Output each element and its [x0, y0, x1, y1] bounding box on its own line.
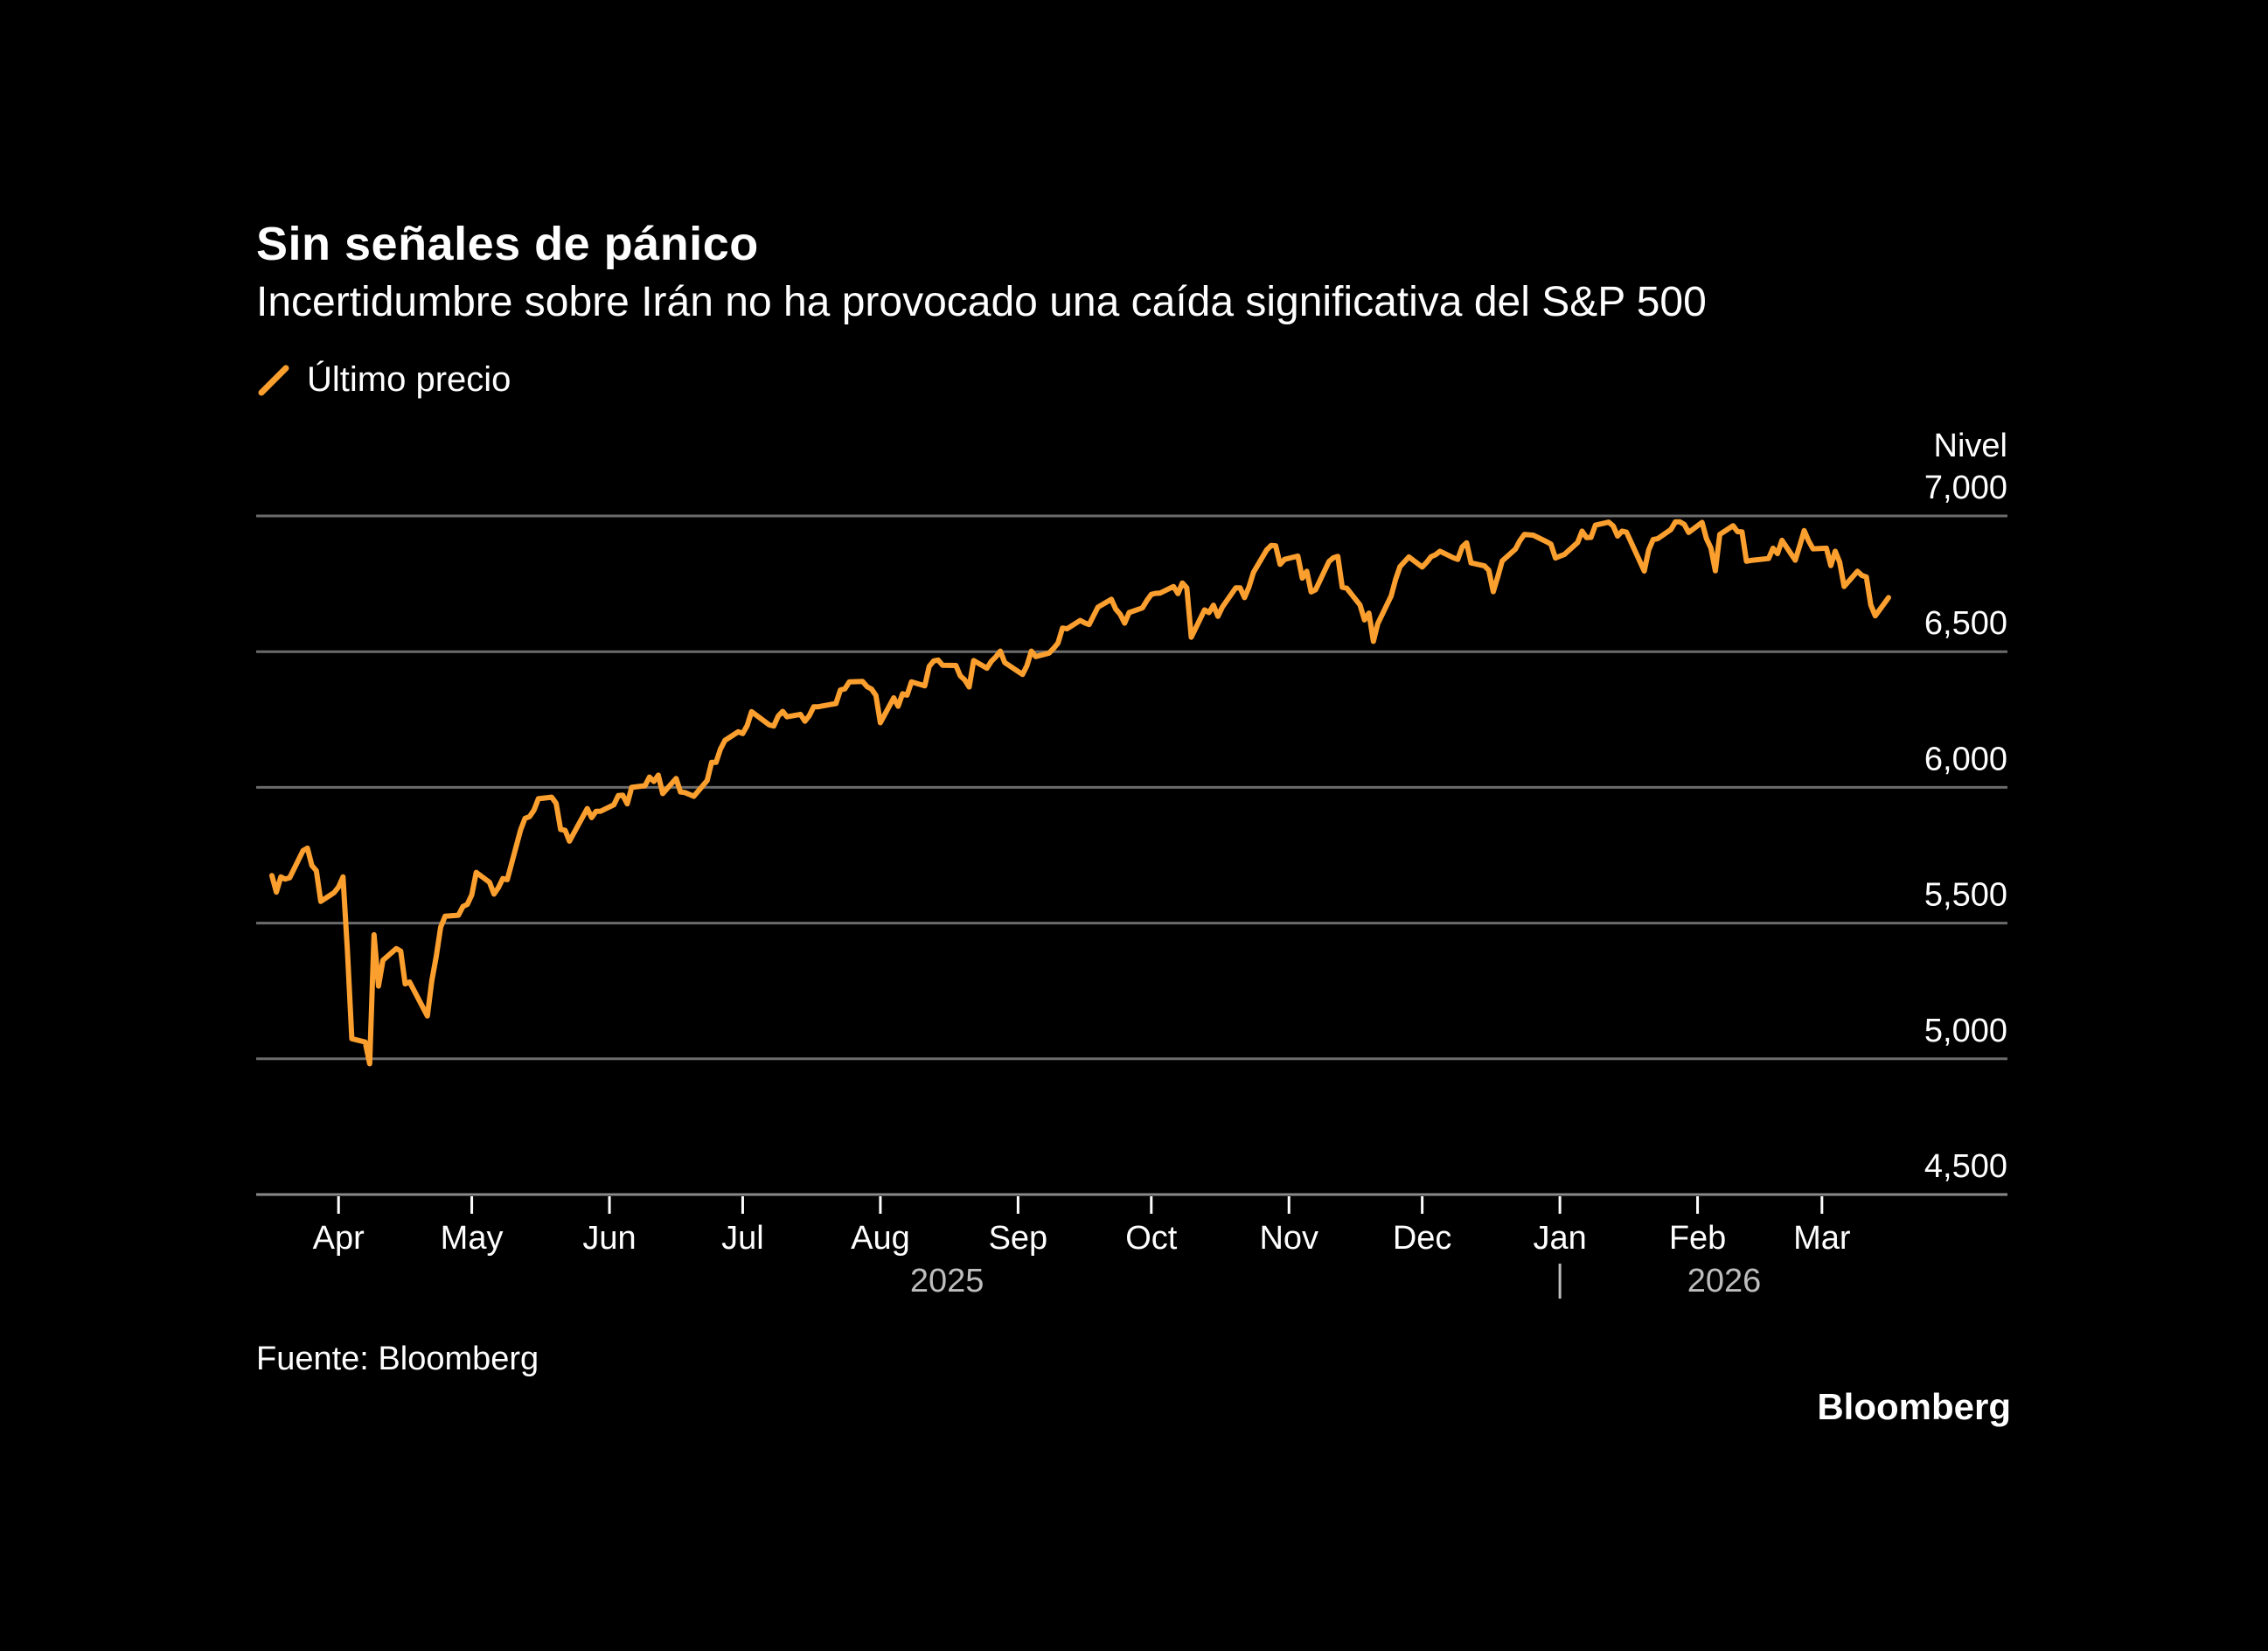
x-tick-label: Oct: [1125, 1220, 1178, 1257]
year-label: 2025: [910, 1263, 984, 1299]
y-axis-label: Nivel: [1934, 428, 2007, 464]
year-label: 2026: [1687, 1263, 1762, 1299]
y-tick-label: 7,000: [1924, 470, 2007, 506]
legend: Último precio: [256, 360, 511, 400]
legend-label: Último precio: [307, 360, 511, 399]
x-tick-label: Aug: [851, 1220, 910, 1257]
legend-line-icon: [258, 365, 289, 395]
y-tick-label: 5,500: [1924, 877, 2007, 914]
source-note: Fuente: Bloomberg: [256, 1341, 539, 1377]
x-tick-label: Apr: [313, 1220, 365, 1257]
x-tick-label: Feb: [1669, 1220, 1726, 1257]
bloomberg-logo: Bloomberg: [1817, 1386, 2011, 1427]
x-tick-label: Jan: [1533, 1220, 1586, 1257]
x-tick-label: Mar: [1793, 1220, 1851, 1257]
x-tick-label: Sep: [989, 1220, 1048, 1257]
y-tick-label: 5,000: [1924, 1013, 2007, 1049]
chart-subtitle: Incertidumbre sobre Irán no ha provocado…: [256, 279, 1707, 325]
x-tick-label: May: [441, 1220, 504, 1257]
x-tick-label: Dec: [1393, 1220, 1452, 1257]
x-tick-label: Nov: [1259, 1220, 1318, 1257]
chart-title: Sin señales de pánico: [256, 218, 759, 270]
y-tick-label: 6,000: [1924, 741, 2007, 777]
series-line-ultimo-precio: [269, 519, 1891, 1067]
y-tick-label: 6,500: [1924, 605, 2007, 642]
x-tick-label: Jul: [721, 1220, 764, 1257]
x-tick-label: Jun: [582, 1220, 636, 1257]
y-tick-label: 4,500: [1924, 1148, 2007, 1185]
